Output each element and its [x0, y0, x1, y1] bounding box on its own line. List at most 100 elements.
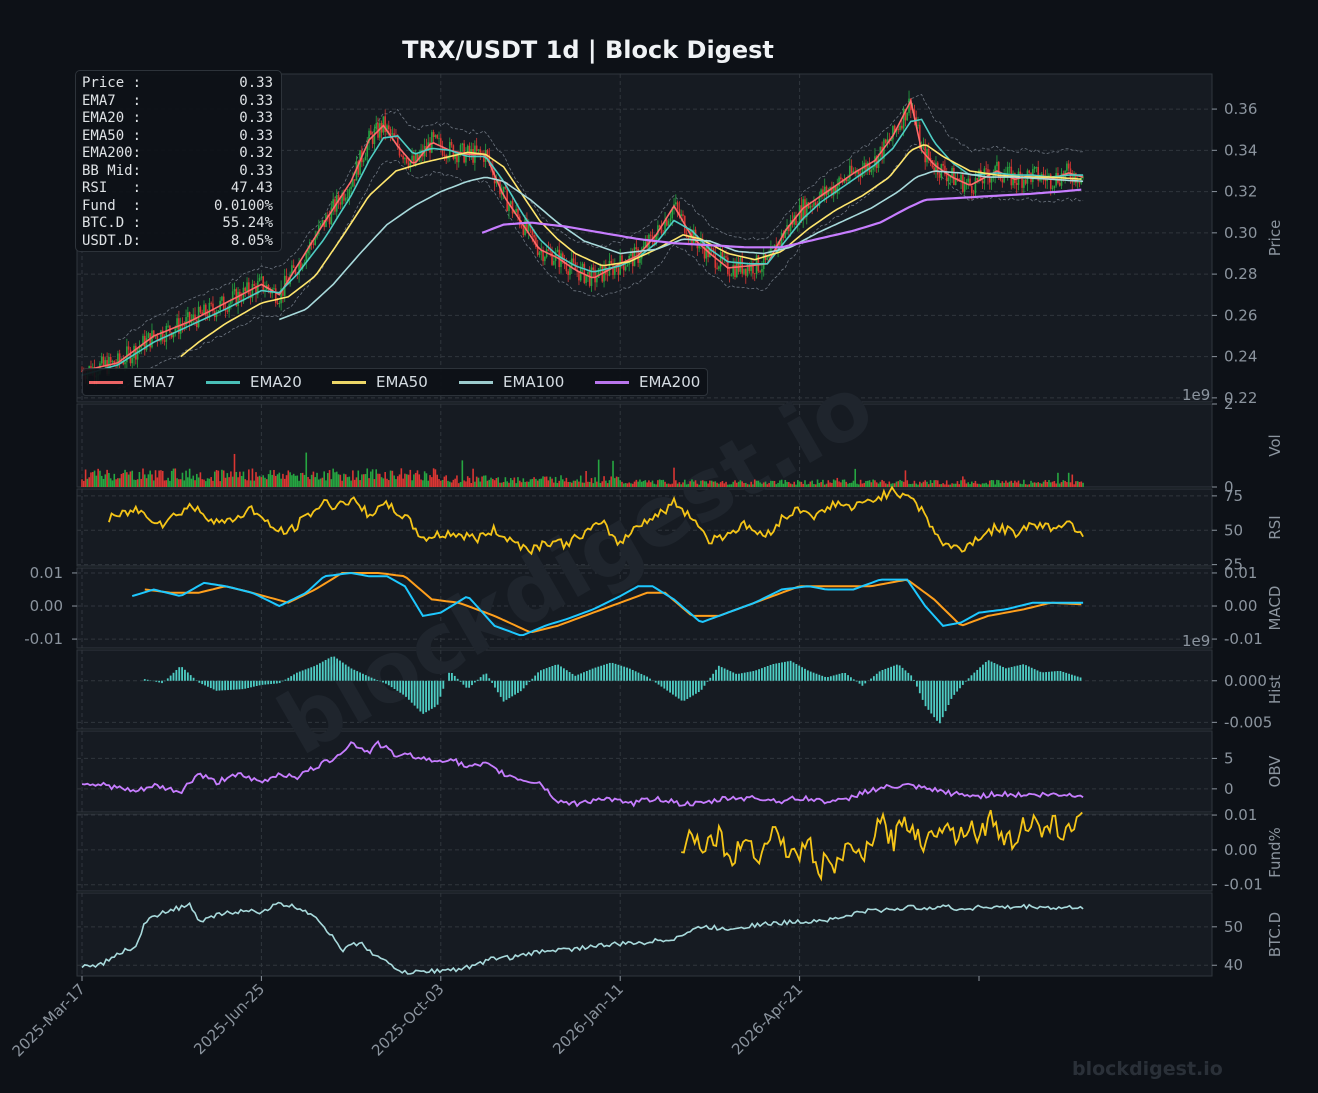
volume-bar	[603, 476, 605, 487]
y-tick-label: 0.26	[1224, 306, 1257, 324]
y-tick-label: 0.24	[1224, 348, 1257, 366]
volume-bar	[1037, 482, 1040, 487]
hist-bar	[436, 680, 439, 705]
volume-bar	[838, 481, 840, 487]
volume-bar	[117, 478, 119, 487]
hist-bar	[1050, 671, 1053, 681]
volume-bar	[368, 478, 370, 487]
volume-bar	[122, 472, 125, 487]
hist-bar	[275, 680, 278, 684]
volume-bar	[326, 473, 329, 487]
candle-body	[866, 162, 869, 171]
hist-bar	[545, 668, 548, 681]
volume-bar	[300, 472, 302, 487]
volume-bar	[217, 470, 220, 487]
candle-body	[434, 135, 437, 138]
volume-bar	[935, 480, 937, 487]
hist-bar	[172, 672, 175, 681]
candle-body	[682, 214, 684, 217]
hist-bar	[499, 680, 502, 697]
candle-body	[825, 186, 828, 195]
candle-body	[655, 235, 657, 245]
hist-bar	[628, 668, 631, 681]
volume-bar	[743, 483, 745, 487]
volume-bar	[1005, 480, 1007, 487]
volume-bar	[332, 468, 334, 487]
candle-body	[233, 289, 236, 292]
hist-bar	[850, 677, 852, 681]
volume-bar	[780, 479, 783, 487]
y-axis-label: Vol	[1266, 434, 1284, 456]
hist-bar	[588, 669, 591, 681]
candle-body	[994, 166, 996, 176]
hist-bar	[399, 680, 402, 693]
candle-body	[544, 256, 546, 262]
volume-bar	[710, 480, 713, 487]
volume-bar	[877, 483, 880, 487]
volume-bar	[827, 480, 830, 487]
candle-body	[517, 208, 519, 217]
y-axis-label: RSI	[1266, 515, 1284, 539]
volume-bar	[739, 480, 742, 487]
volume-bar	[400, 468, 403, 487]
candle-body	[375, 123, 378, 130]
candle-body	[549, 250, 552, 252]
hist-bar	[611, 662, 614, 681]
volume-bar	[863, 482, 865, 487]
hist-bar	[620, 665, 623, 681]
hist-bar	[428, 680, 430, 711]
volume-bar	[606, 483, 609, 487]
hist-bar	[359, 672, 361, 681]
hist-bar	[881, 669, 884, 681]
volume-bar	[248, 469, 250, 487]
volume-bar	[282, 473, 284, 487]
volume-bar	[440, 480, 442, 487]
volume-bar	[93, 470, 96, 487]
candle-body	[253, 284, 256, 286]
volume-bar	[448, 481, 451, 487]
hist-bar	[852, 679, 855, 681]
volume-bar	[366, 468, 369, 487]
hist-bar	[304, 669, 307, 681]
candle-body	[879, 146, 882, 154]
volume-bar	[897, 481, 900, 487]
candle-body	[732, 265, 735, 276]
hist-bar	[1076, 676, 1079, 681]
candle-body	[718, 266, 720, 269]
hist-bar	[321, 661, 324, 681]
volume-bar	[395, 479, 397, 487]
volume-bar	[222, 470, 225, 487]
volume-bar	[926, 481, 928, 487]
candle-body	[915, 117, 918, 126]
volume-bar	[188, 468, 191, 487]
hist-bar	[864, 680, 867, 684]
volume-bar	[197, 477, 200, 487]
candle-body	[221, 296, 223, 301]
volume-bar	[468, 477, 471, 487]
volume-bar	[637, 481, 639, 487]
candle-body	[881, 146, 883, 159]
candle-body	[1067, 163, 1070, 169]
volume-bar	[289, 472, 291, 487]
candle-body	[553, 260, 555, 265]
candle-body	[551, 251, 553, 265]
candle-body	[185, 317, 187, 326]
candle-body	[138, 347, 141, 350]
candle-body	[230, 300, 232, 305]
candle-body	[337, 194, 340, 203]
candle-body	[127, 346, 130, 350]
volume-bar	[832, 479, 835, 487]
volume-bar	[465, 481, 467, 487]
candle-body	[870, 169, 873, 173]
info-key: EMA7 :	[82, 92, 142, 109]
candle-body	[897, 129, 900, 130]
candle-body	[131, 357, 134, 364]
candle-body	[736, 261, 738, 278]
hist-bar	[339, 660, 341, 681]
candle-body	[814, 202, 817, 206]
volume-bar	[599, 482, 602, 487]
axis-offset-label: 1e9	[1182, 632, 1210, 650]
y-tick-label: 0.28	[1224, 265, 1257, 283]
volume-bar	[775, 484, 778, 487]
volume-bar	[813, 484, 815, 487]
